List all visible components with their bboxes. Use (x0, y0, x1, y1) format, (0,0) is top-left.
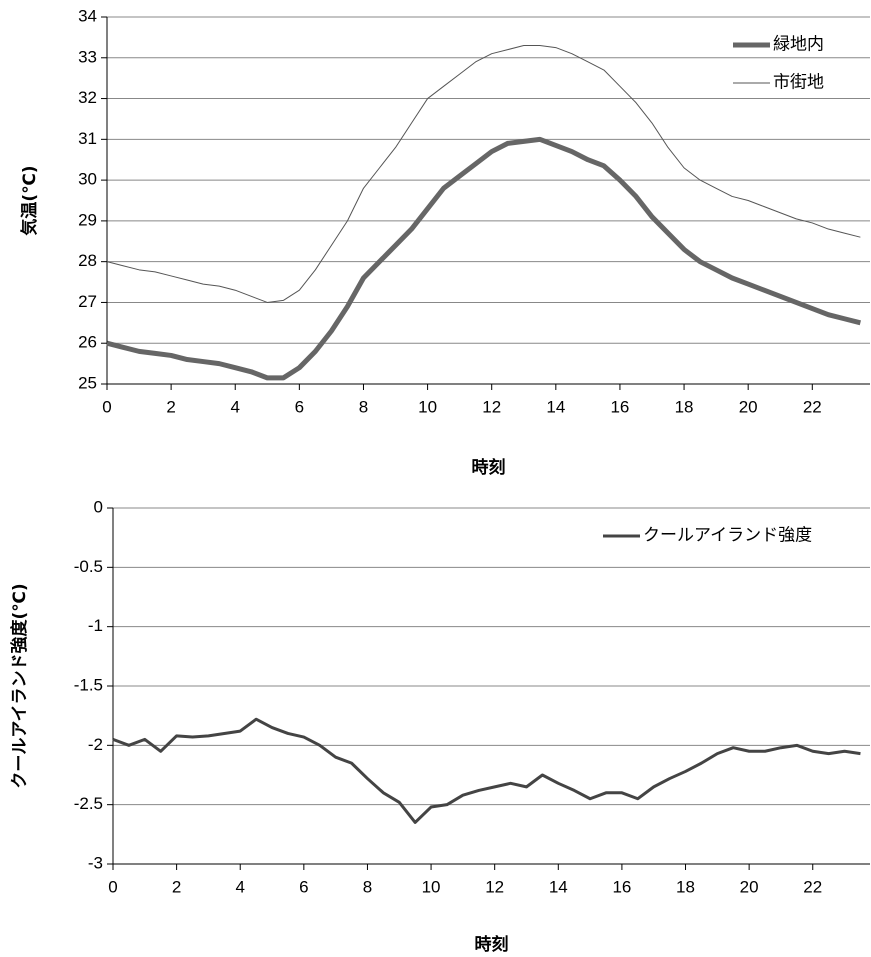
y-tick-label: -1.5 (74, 675, 103, 694)
x-tick-label: 2 (166, 397, 175, 416)
y-tick-label: 33 (78, 47, 97, 66)
y-tick-label: -2.5 (74, 794, 103, 813)
x-tick-label: 4 (231, 397, 240, 416)
y-tick-label: 29 (78, 210, 97, 229)
x-tick-label: 20 (740, 877, 759, 896)
y-tick-label: -1 (88, 616, 103, 635)
data-line (106, 45, 861, 303)
x-tick-label: 8 (363, 877, 372, 896)
x-tick-label: 14 (549, 877, 568, 896)
x-tick-label: 22 (803, 397, 822, 416)
x-tick-label: 6 (295, 397, 304, 416)
x-tick-label: 10 (422, 877, 441, 896)
y-tick-label: -0.5 (74, 557, 103, 576)
legend-label: 緑地内 (773, 34, 824, 53)
legend-label: 市街地 (773, 72, 824, 91)
x-tick-label: 0 (108, 877, 117, 896)
data-line (106, 136, 861, 381)
y-axis-label: クールアイランド強度(℃) (9, 583, 30, 788)
x-tick-label: 18 (676, 877, 695, 896)
y-tick-label: 31 (78, 129, 97, 148)
x-tick-label: 8 (359, 397, 368, 416)
x-tick-label: 12 (485, 877, 504, 896)
y-tick-label: -2 (88, 735, 103, 754)
x-tick-label: 22 (803, 877, 822, 896)
x-axis-label: 時刻 (472, 457, 506, 478)
y-tick-label: 28 (78, 251, 97, 270)
x-tick-label: 0 (102, 397, 111, 416)
x-tick-label: 20 (739, 397, 758, 416)
y-tick-label: 27 (78, 292, 97, 311)
x-tick-label: 16 (612, 877, 631, 896)
y-tick-label: 34 (78, 6, 97, 25)
x-tick-label: 2 (172, 877, 181, 896)
y-axis-label: 気温(℃) (19, 165, 40, 236)
x-tick-label: 10 (418, 397, 437, 416)
x-tick-label: 6 (299, 877, 308, 896)
x-axis-label: 時刻 (475, 934, 509, 955)
y-tick-label: 25 (78, 373, 97, 392)
legend-label: クールアイランド強度 (643, 525, 812, 544)
y-tick-label: -3 (88, 853, 103, 872)
x-tick-label: 12 (482, 397, 501, 416)
y-tick-label: 30 (78, 170, 97, 189)
y-tick-label: 32 (78, 88, 97, 107)
x-tick-label: 18 (675, 397, 694, 416)
x-tick-label: 4 (235, 877, 244, 896)
x-tick-label: 14 (546, 397, 565, 416)
data-line (112, 717, 861, 824)
x-tick-label: 16 (610, 397, 629, 416)
y-tick-label: 0 (94, 497, 103, 516)
y-tick-label: 26 (78, 333, 97, 352)
